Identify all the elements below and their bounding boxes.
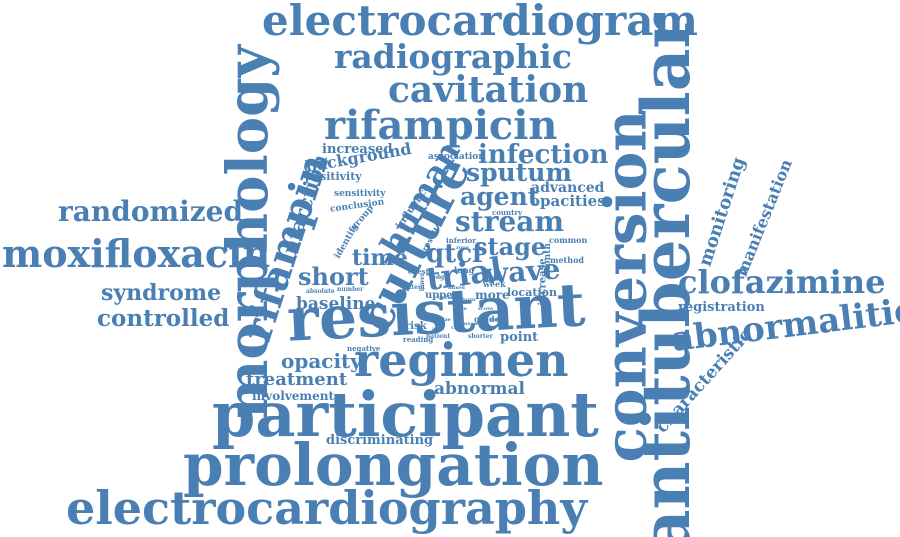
word-registration: registration: [678, 300, 765, 315]
word-form: form: [462, 297, 476, 303]
word-moxifloxacin: moxifloxacin: [2, 231, 271, 276]
word-clofazimine: clofazimine: [678, 263, 886, 301]
word-sputum: sputum: [466, 158, 572, 187]
word-abnormal: abnormal: [434, 379, 526, 399]
word-grade: grade: [474, 314, 500, 324]
word-upper: upper: [425, 290, 458, 301]
word-early: early: [490, 317, 504, 323]
word-electrocardiogram: electrocardiogram: [262, 0, 698, 45]
word-method: method: [550, 255, 584, 265]
word-size: size: [440, 317, 451, 323]
word-opacity: opacity: [281, 349, 362, 373]
word-randomized: randomized: [58, 195, 244, 228]
word-controlled: controlled: [97, 305, 230, 332]
word-mean: mean: [462, 321, 478, 327]
word-country: country: [492, 208, 523, 217]
word-zone: zone: [456, 245, 469, 251]
word-lower: lower: [419, 272, 427, 292]
word-location: location: [507, 286, 557, 299]
word-area: area: [432, 326, 445, 332]
word-infection: infection: [478, 140, 609, 170]
word-absolute: absolute: [306, 288, 335, 295]
word-point: point: [500, 330, 539, 345]
word-number: number: [337, 286, 364, 293]
word-risk: risk: [405, 321, 427, 332]
word-agent: agent: [460, 182, 540, 211]
word-stage: stage: [474, 232, 547, 261]
word-extent: extent: [404, 284, 426, 291]
word-negative: negative: [347, 344, 381, 353]
word-edge: edge: [432, 274, 449, 281]
word-score: score: [478, 306, 494, 312]
word-short: short: [298, 262, 369, 291]
word-sensitivity: sensitivity: [334, 189, 386, 199]
word-chest: chest: [408, 267, 429, 276]
word-shorter: shorter: [468, 333, 493, 340]
word-electrocardiography: electrocardiography: [66, 481, 588, 535]
word-syndrome: syndrome: [101, 280, 222, 306]
word-increased: increased: [322, 142, 393, 157]
word-conclusion: conclusion: [329, 197, 385, 215]
word-participant: participant: [212, 378, 599, 451]
word-mixed: mixed: [448, 285, 465, 291]
word-prolongation: prolongation: [183, 431, 604, 499]
word-rifampicin: rifampicin: [324, 102, 558, 149]
word-radiographic: radiographic: [334, 37, 572, 76]
word-inferior: inferior: [446, 236, 476, 245]
word-cavitation: cavitation: [388, 69, 589, 111]
word-case: case: [451, 325, 464, 331]
word-week: week: [483, 279, 506, 289]
word-reading: reading: [403, 335, 434, 344]
word-common: common: [549, 235, 588, 245]
word-association: association: [428, 152, 485, 162]
word-positivity: positivity: [305, 170, 362, 183]
word-discriminating: discriminating: [326, 433, 434, 448]
word-involvement: involvement: [252, 389, 335, 403]
word-more: more: [475, 288, 510, 302]
word-patient: patient: [426, 333, 451, 340]
word-stream: stream: [455, 205, 565, 238]
word-baseline: baseline: [296, 294, 376, 314]
word-lung: lung: [454, 265, 475, 275]
word-advanced: advanced: [531, 180, 605, 196]
word-treatment: treatment: [246, 369, 348, 390]
word-qtcf: qtcf: [426, 239, 484, 269]
word-time: time: [352, 245, 408, 271]
word-duration: duration: [438, 295, 463, 301]
word-type: type: [455, 306, 467, 312]
word-opacities: opacities: [530, 192, 606, 210]
word-regimen: regimen: [354, 333, 569, 387]
